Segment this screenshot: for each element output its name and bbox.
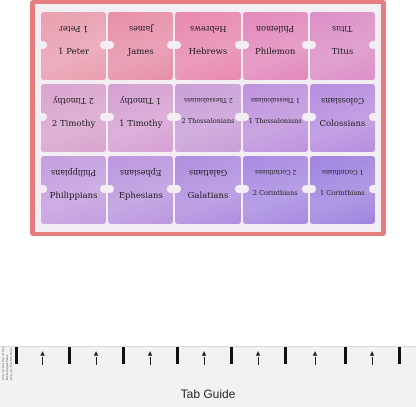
tab-label: 2 Timothy bbox=[51, 119, 96, 129]
tab-notch-right bbox=[301, 184, 308, 193]
tab-label-upside-down: Ephesians bbox=[120, 168, 162, 177]
tab-notch-left bbox=[175, 40, 182, 49]
tab-label: 1 Timothy bbox=[119, 119, 163, 129]
tab-label: 1 Thessalonians bbox=[248, 117, 302, 125]
tab-label-upside-down: James bbox=[128, 24, 153, 33]
tab-label-upside-down: 2 Thessalonians bbox=[183, 96, 233, 103]
tab-label: 2 Thessalonians bbox=[181, 117, 235, 125]
tab-label: Ephesians bbox=[118, 191, 163, 201]
tab-label: Titus bbox=[331, 47, 354, 57]
tab-notch-right bbox=[234, 40, 241, 49]
tab-label: 1 Peter bbox=[58, 47, 90, 57]
sticker-tab: 2 Thessalonians 2 Thessalonians bbox=[175, 84, 241, 152]
sticker-tab: Hebrews Hebrews bbox=[175, 12, 241, 80]
guide-instructions: Line Up the Top of the Bible Pages Here … bbox=[0, 347, 13, 380]
tab-notch-left bbox=[175, 184, 182, 193]
sticker-tab: 2 Corinthians 2 Corinthians bbox=[242, 156, 308, 224]
up-arrow-icon: ▲ bbox=[368, 351, 376, 365]
sticker-tab: Philemon Philemon bbox=[242, 12, 308, 80]
sticker-tab: 1 Peter 1 Peter bbox=[41, 12, 107, 80]
guide-tick-mark bbox=[122, 347, 125, 364]
sticker-tab: Titus Titus bbox=[309, 12, 375, 80]
sticker-tab: Galatians Galatians bbox=[175, 156, 241, 224]
guide-tick-mark bbox=[284, 347, 287, 364]
up-arrow-icon: ▲ bbox=[254, 351, 262, 365]
sticker-tab: James James bbox=[108, 12, 174, 80]
tab-notch-left bbox=[41, 40, 47, 49]
sticker-tab: Colossians Colossians bbox=[309, 84, 375, 152]
tab-label: James bbox=[127, 47, 154, 57]
tab-label: Colossians bbox=[319, 119, 366, 129]
tab-label-upside-down: Titus bbox=[332, 24, 353, 33]
tab-notch-left bbox=[309, 40, 316, 49]
tab-notch-right bbox=[100, 112, 107, 121]
tab-notch-right bbox=[167, 112, 174, 121]
tab-notch-right bbox=[167, 40, 174, 49]
tab-label: 1 Corinthians bbox=[320, 189, 365, 197]
up-arrow-icon: ▲ bbox=[39, 351, 47, 365]
guide-tick-mark bbox=[15, 347, 18, 364]
tab-label-upside-down: 2 Timothy bbox=[53, 96, 94, 105]
tab-grid: 1 Peter 1 Peter James James Hebrews Hebrews Ph… bbox=[35, 4, 381, 232]
tab-label-upside-down: Galatians bbox=[188, 168, 228, 177]
tab-label: Galatians bbox=[187, 191, 229, 201]
tab-notch-left bbox=[41, 112, 47, 121]
tab-notch-left bbox=[242, 112, 249, 121]
tab-notch-right bbox=[234, 112, 241, 121]
tab-label-upside-down: Philemon bbox=[256, 24, 295, 33]
guide-title: Tab Guide bbox=[180, 387, 236, 401]
sticker-sheet: 1 Peter 1 Peter James James Hebrews Hebrews Ph… bbox=[30, 0, 386, 236]
tab-label-upside-down: Colossians bbox=[320, 96, 364, 105]
tab-notch-right bbox=[167, 184, 174, 193]
tab-notch-right bbox=[368, 184, 375, 193]
tab-notch-right bbox=[234, 184, 241, 193]
guide-note-line3: Line Up The Tab Here bbox=[9, 348, 13, 380]
tab-notch-left bbox=[175, 112, 182, 121]
tab-guide-ruler: Line Up the Top of the Bible Pages Here … bbox=[0, 346, 416, 407]
tab-notch-right bbox=[100, 184, 107, 193]
guide-tick-mark bbox=[398, 347, 401, 364]
tab-notch-left bbox=[108, 112, 115, 121]
tab-label-upside-down: 1 Corinthians bbox=[321, 168, 364, 175]
sticker-tab: 1 Thessalonians 1 Thessalonians bbox=[242, 84, 308, 152]
sticker-tab: 1 Corinthians 1 Corinthians bbox=[309, 156, 375, 224]
tab-notch-left bbox=[108, 184, 115, 193]
tab-notch-right bbox=[368, 112, 375, 121]
guide-tick-mark bbox=[176, 347, 179, 364]
guide-tick-mark bbox=[344, 347, 347, 364]
tab-notch-left bbox=[108, 40, 115, 49]
tab-notch-right bbox=[100, 40, 107, 49]
tab-label: Hebrews bbox=[188, 47, 228, 57]
tab-label-upside-down: 2 Corinthians bbox=[254, 168, 296, 175]
up-arrow-icon: ▲ bbox=[311, 351, 319, 365]
tab-label-upside-down: 1 Thessalonians bbox=[250, 96, 300, 103]
guide-tick-mark bbox=[230, 347, 233, 364]
tab-notch-right bbox=[301, 112, 308, 121]
tab-notch-left bbox=[41, 184, 47, 193]
tab-notch-left bbox=[309, 184, 316, 193]
tab-label: Philemon bbox=[255, 47, 296, 57]
sticker-tab: Philippians Philippians bbox=[41, 156, 107, 224]
tab-label-upside-down: Hebrews bbox=[189, 24, 227, 33]
tab-notch-left bbox=[309, 112, 316, 121]
sticker-tab: Ephesians Ephesians bbox=[108, 156, 174, 224]
sticker-tab: 2 Timothy 2 Timothy bbox=[41, 84, 107, 152]
sticker-tab: 1 Timothy 1 Timothy bbox=[108, 84, 174, 152]
up-arrow-icon: ▲ bbox=[200, 351, 208, 365]
up-arrow-icon: ▲ bbox=[146, 351, 154, 365]
tab-label-upside-down: 1 Peter bbox=[59, 24, 89, 33]
tab-label-upside-down: 1 Timothy bbox=[120, 96, 162, 105]
tab-label: 2 Corinthians bbox=[252, 189, 298, 197]
tab-notch-left bbox=[242, 40, 249, 49]
guide-tick-mark bbox=[68, 347, 71, 364]
up-arrow-icon: ▲ bbox=[92, 351, 100, 365]
tab-label-upside-down: Philippians bbox=[51, 168, 97, 177]
tab-notch-right bbox=[301, 40, 308, 49]
tab-label: Philippians bbox=[49, 191, 98, 201]
tab-notch-right bbox=[368, 40, 375, 49]
tab-notch-left bbox=[242, 184, 249, 193]
